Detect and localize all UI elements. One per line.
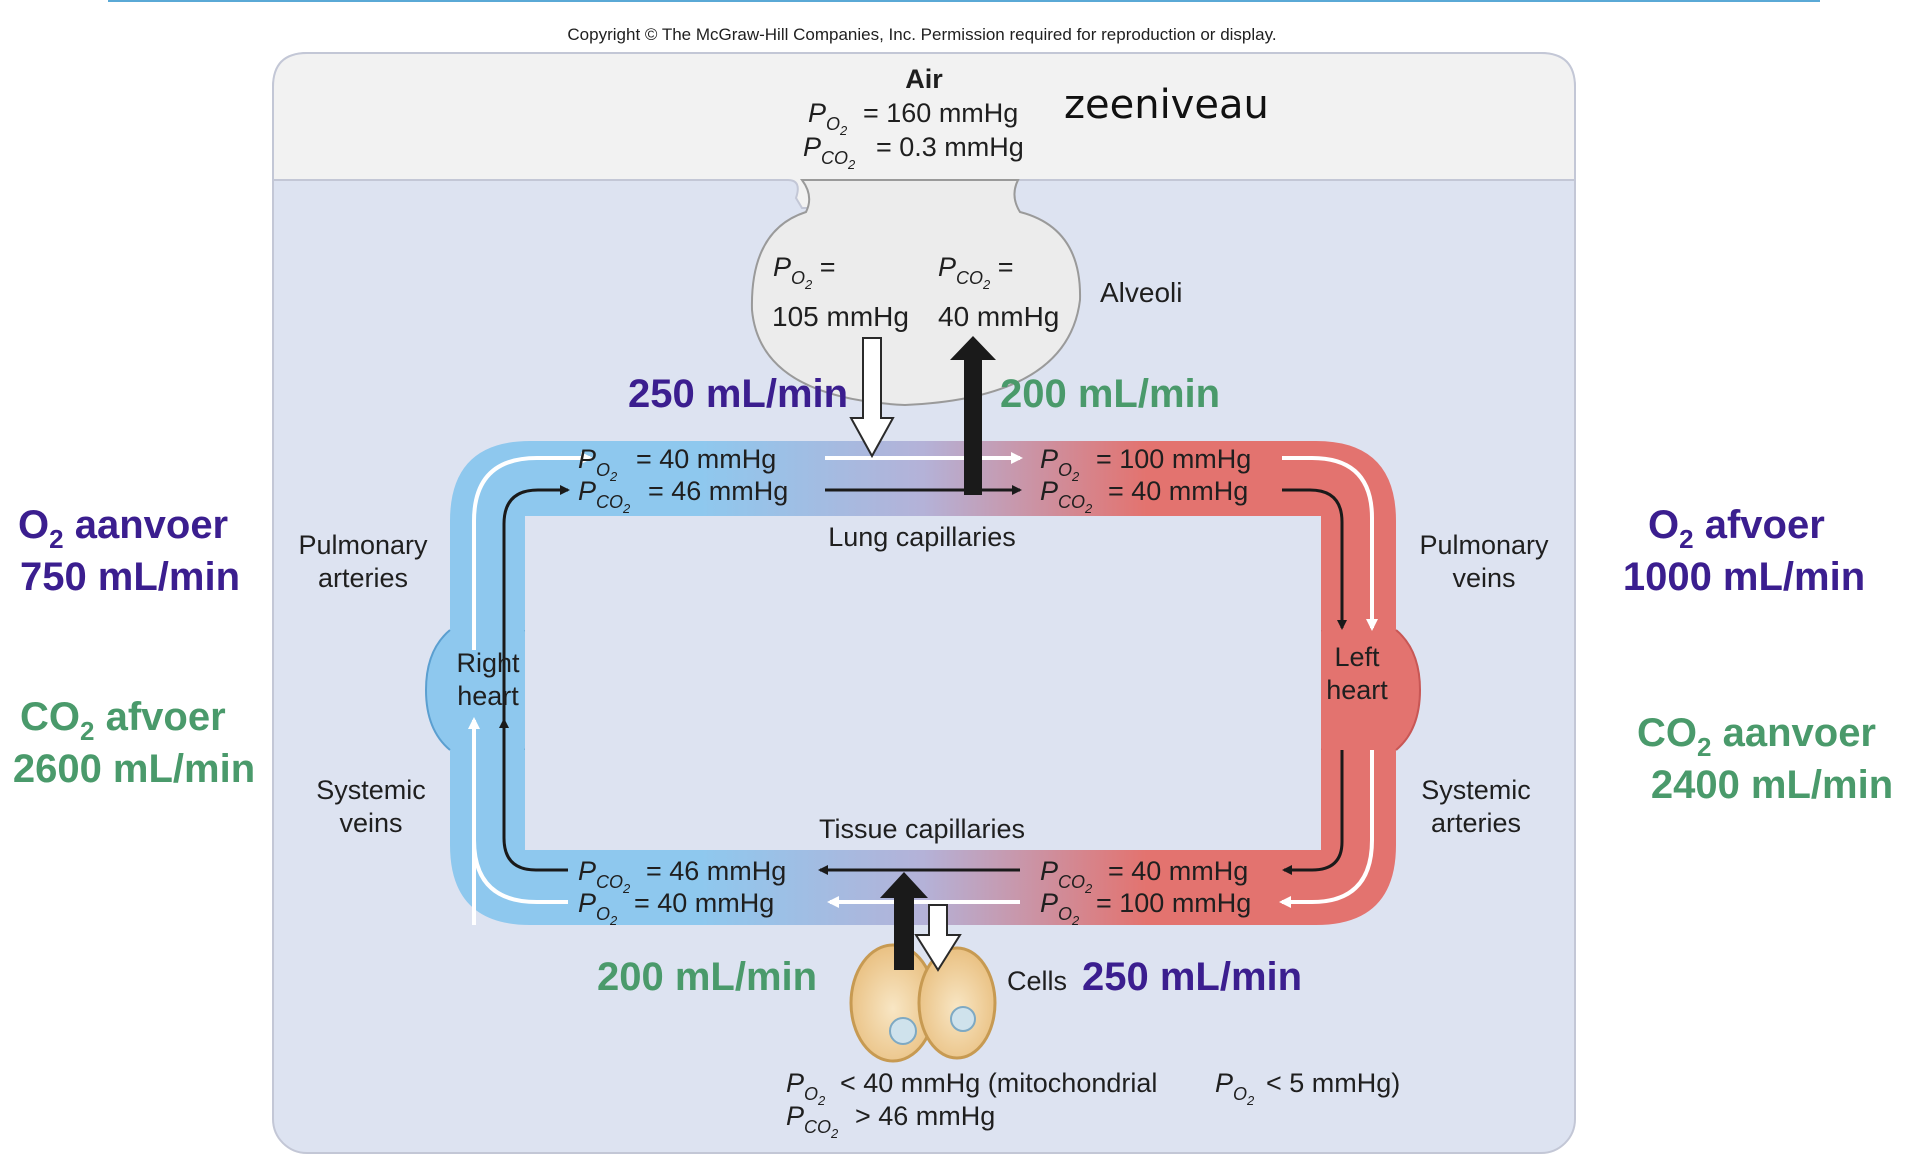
- tissue-o2-flow: 250 mL/min: [1082, 955, 1302, 999]
- lung-o2-flow: 250 mL/min: [628, 372, 848, 416]
- tissue-in-po2-value: = 100 mmHg: [1096, 888, 1251, 918]
- o2-uptake-arrow: [849, 337, 895, 459]
- copyright-text: Copyright © The McGraw-Hill Companies, I…: [567, 25, 1276, 44]
- air-pco2-value: = 0.3 mmHg: [876, 132, 1024, 162]
- right-heart-label-2: heart: [457, 681, 519, 711]
- systemic-arteries-label-2: arteries: [1431, 808, 1521, 838]
- left-heart-label-2: heart: [1326, 675, 1388, 705]
- o2-aanvoer-value: 750 mL/min: [20, 555, 240, 599]
- lung-in-po2-value: = 40 mmHg: [636, 444, 776, 474]
- o2-aanvoer-label: O2 aanvoer: [18, 503, 228, 554]
- systemic-veins-label-2: veins: [339, 808, 402, 838]
- o2-afvoer-word: afvoer: [1694, 503, 1825, 547]
- lung-capillary-band: [700, 441, 1146, 516]
- alveoli-shape: [750, 179, 1082, 407]
- lung-out-pco2-value: = 40 mmHg: [1108, 476, 1248, 506]
- tissue-out-pco2-value: = 46 mmHg: [646, 856, 786, 886]
- right-heart-outline: [424, 629, 451, 751]
- cell-right: [917, 946, 997, 1060]
- tissue-in-pco2-value: = 40 mmHg: [1108, 856, 1248, 886]
- o2-afvoer-value: 1000 mL/min: [1623, 555, 1865, 599]
- co2-aanvoer-label: CO2 aanvoer: [1637, 711, 1876, 762]
- pulmonary-arteries-label-2: arteries: [318, 563, 408, 593]
- left-heart-outline: [1395, 629, 1422, 751]
- co2-aanvoer-word: aanvoer: [1711, 711, 1876, 755]
- left-heart-label-1: Left: [1334, 642, 1380, 672]
- lung-co2-flow: 200 mL/min: [1000, 372, 1220, 416]
- air-po2-value: = 160 mmHg: [863, 98, 1018, 128]
- systemic-artery-black-arrow: [1282, 750, 1344, 875]
- alveoli-label: Alveoli: [1100, 277, 1182, 308]
- alveoli-po2-value: 105 mmHg: [772, 301, 909, 332]
- venous-white-return: [472, 735, 568, 904]
- pulmonary-vein-white-arrow: [1282, 456, 1378, 631]
- co2-afvoer-value: 2600 mL/min: [13, 747, 255, 791]
- pulmonary-veins-label-1: Pulmonary: [1419, 530, 1549, 560]
- cells-pco2-value: > 46 mmHg: [855, 1101, 995, 1131]
- lung-out-po2-value: = 100 mmHg: [1096, 444, 1251, 474]
- right-heart-label-1: Right: [456, 648, 520, 678]
- cells-po2-value: < 40 mmHg (mitochondrial: [840, 1068, 1157, 1098]
- co2-afvoer-word: afvoer: [94, 695, 225, 739]
- tissue-capillary-band: [700, 850, 1146, 925]
- pulmonary-veins-label-2: veins: [1452, 563, 1515, 593]
- co2-production-arrow: [880, 872, 928, 970]
- tissue-capillaries-label: Tissue capillaries: [819, 814, 1025, 844]
- cell-left-nucleus: [889, 1017, 917, 1045]
- cell-right-nucleus: [950, 1006, 976, 1032]
- co2-release-arrow: [950, 336, 996, 495]
- pulmonary-vein-black-arrow: [1282, 488, 1347, 630]
- pulmonary-artery-black-arrow: [502, 485, 570, 720]
- cells-label: Cells: [1007, 966, 1067, 996]
- cells-mito-po2-value: < 5 mmHg): [1266, 1068, 1400, 1098]
- sea-level-note: zeeniveau: [1064, 82, 1269, 128]
- pulmonary-arteries-label-1: Pulmonary: [298, 530, 428, 560]
- tissue-out-po2-value: = 40 mmHg: [634, 888, 774, 918]
- o2-aanvoer-word: aanvoer: [64, 503, 229, 547]
- tissue-co2-flow: 200 mL/min: [597, 955, 817, 999]
- systemic-vein-black-arrow: [499, 718, 568, 872]
- systemic-artery-white-arrow: [1279, 750, 1374, 908]
- co2-aanvoer-value: 2400 mL/min: [1651, 763, 1893, 807]
- systemic-arteries-label-1: Systemic: [1421, 775, 1531, 805]
- alveoli-pco2-value: 40 mmHg: [938, 301, 1059, 332]
- systemic-veins-label-1: Systemic: [316, 775, 426, 805]
- lung-capillaries-label: Lung capillaries: [828, 522, 1016, 552]
- co2-afvoer-label: CO2 afvoer: [20, 695, 226, 746]
- lung-in-pco2-value: = 46 mmHg: [648, 476, 788, 506]
- inner-panel: [525, 516, 1321, 850]
- o2-afvoer-label: O2 afvoer: [1648, 503, 1825, 554]
- o2-consumption-arrow: [914, 904, 962, 972]
- air-title: Air: [905, 64, 943, 94]
